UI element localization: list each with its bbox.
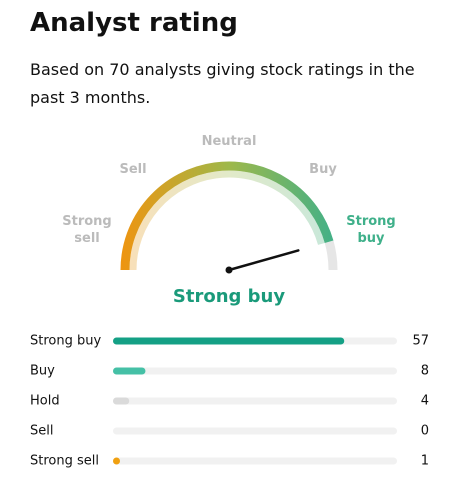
gauge-label: Neutral — [201, 134, 257, 149]
gauge-label: Strong sell — [62, 214, 112, 246]
bar-track — [113, 457, 397, 465]
subtitle-end: analysts giving stock ratings in the pas… — [30, 60, 415, 107]
rating-label: Hold — [30, 394, 60, 409]
bar-track — [113, 427, 397, 435]
gauge-track — [324, 240, 338, 271]
rating-label: Buy — [30, 364, 55, 379]
gauge-label: Strong buy — [346, 214, 396, 246]
needle-hub — [225, 266, 233, 274]
gauge-label: Sell — [119, 162, 147, 177]
rating-value: 0 — [421, 424, 429, 439]
bar-track — [113, 397, 397, 405]
gauge-needle — [227, 249, 300, 272]
rating-value: 57 — [412, 334, 429, 349]
bar — [113, 367, 146, 375]
subtitle-start: Based on — [30, 60, 105, 79]
gauge-result: Strong buy — [172, 286, 286, 307]
analyst-count: 70 — [109, 60, 130, 79]
rating-value: 4 — [421, 394, 429, 409]
bar — [113, 337, 345, 345]
gauge-fill — [120, 161, 334, 271]
rating-label: Sell — [30, 424, 53, 439]
bar — [113, 457, 120, 465]
bar-track — [113, 367, 397, 375]
subtitle: Based on 70 analysts giving stock rating… — [30, 56, 430, 112]
rating-value: 1 — [421, 454, 429, 469]
rating-label: Strong sell — [30, 454, 99, 469]
rating-value: 8 — [421, 364, 429, 379]
rating-label: Strong buy — [30, 334, 101, 349]
title: Analyst rating — [30, 8, 238, 38]
bar — [113, 397, 130, 405]
gauge-label: Buy — [309, 162, 337, 177]
gauge-band — [129, 170, 325, 271]
